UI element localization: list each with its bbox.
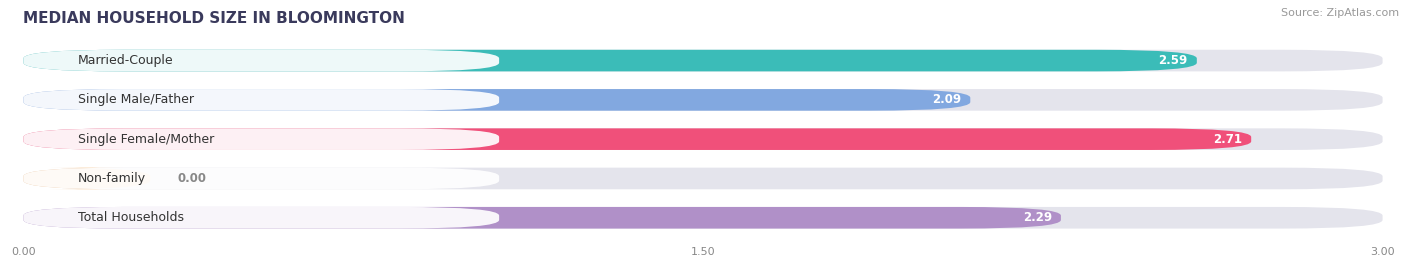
Text: Single Male/Father: Single Male/Father xyxy=(77,93,194,106)
Text: Total Households: Total Households xyxy=(77,211,184,224)
FancyBboxPatch shape xyxy=(24,168,150,189)
Text: 2.71: 2.71 xyxy=(1213,133,1241,146)
Text: Single Female/Mother: Single Female/Mother xyxy=(77,133,214,146)
Text: 0.00: 0.00 xyxy=(177,172,207,185)
Text: 2.09: 2.09 xyxy=(932,93,962,106)
FancyBboxPatch shape xyxy=(24,50,1197,71)
FancyBboxPatch shape xyxy=(24,207,1062,229)
FancyBboxPatch shape xyxy=(24,207,499,229)
Text: Married-Couple: Married-Couple xyxy=(77,54,173,67)
FancyBboxPatch shape xyxy=(24,168,499,189)
FancyBboxPatch shape xyxy=(24,128,1251,150)
Text: 2.29: 2.29 xyxy=(1022,211,1052,224)
FancyBboxPatch shape xyxy=(24,89,1382,111)
FancyBboxPatch shape xyxy=(24,128,1382,150)
Text: Non-family: Non-family xyxy=(77,172,146,185)
FancyBboxPatch shape xyxy=(24,168,1382,189)
FancyBboxPatch shape xyxy=(24,128,499,150)
Text: Source: ZipAtlas.com: Source: ZipAtlas.com xyxy=(1281,8,1399,18)
Text: 2.59: 2.59 xyxy=(1159,54,1188,67)
FancyBboxPatch shape xyxy=(24,89,970,111)
FancyBboxPatch shape xyxy=(24,207,1382,229)
Text: MEDIAN HOUSEHOLD SIZE IN BLOOMINGTON: MEDIAN HOUSEHOLD SIZE IN BLOOMINGTON xyxy=(24,11,405,26)
FancyBboxPatch shape xyxy=(24,89,499,111)
FancyBboxPatch shape xyxy=(24,50,499,71)
FancyBboxPatch shape xyxy=(24,50,1382,71)
